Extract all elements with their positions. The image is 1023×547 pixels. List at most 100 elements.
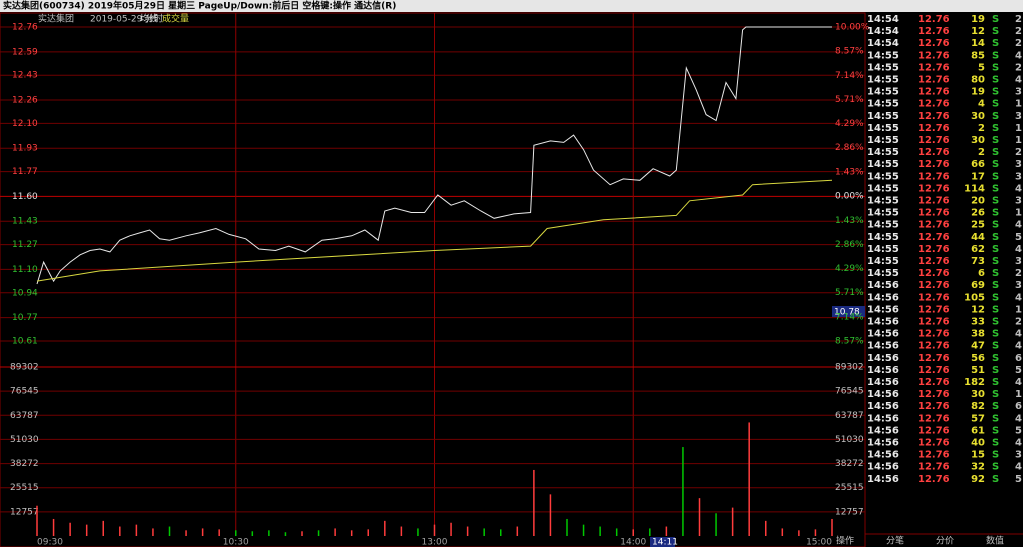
volume-bar xyxy=(831,518,833,536)
trade-cell: 14:56 xyxy=(867,304,899,315)
trade-cell: 14:55 xyxy=(867,147,899,158)
y-tick-label-right: 89302 xyxy=(835,363,864,373)
trade-cell: 4 xyxy=(1015,438,1022,449)
trade-cell: 12.76 xyxy=(918,111,950,122)
trade-cell: 51 xyxy=(971,365,985,376)
trade-cell: 4 xyxy=(1015,462,1022,473)
volume-bar xyxy=(516,526,519,536)
trade-cell: 14:55 xyxy=(867,159,899,170)
volume-bar xyxy=(731,507,734,536)
trade-cell: S xyxy=(992,171,999,182)
trade-cell: S xyxy=(992,304,999,315)
legend-avg: 均线 xyxy=(140,13,158,25)
legend-volume: 成交量 xyxy=(162,13,189,25)
trade-cell: 12.76 xyxy=(918,317,950,328)
tab[interactable]: 数值 xyxy=(986,535,1004,547)
volume-bar xyxy=(168,526,171,536)
trade-cell: 12.76 xyxy=(918,50,950,61)
volume-bar xyxy=(317,530,320,536)
y-tick-label: 12757 xyxy=(10,507,39,517)
volume-bar xyxy=(367,529,369,536)
x-tick-label: 15:00 xyxy=(806,538,832,547)
y-tick-label-right: 51030 xyxy=(835,435,864,445)
y-tick-label: 63787 xyxy=(10,411,39,421)
y2-tick-label: 10.00% xyxy=(835,23,870,33)
volume-bar xyxy=(185,530,187,536)
trade-cell: S xyxy=(992,232,999,243)
trade-cell: S xyxy=(992,268,999,279)
trade-cell: 12.76 xyxy=(918,304,950,315)
trade-cell: 2 xyxy=(1015,317,1022,328)
volume-bar xyxy=(599,526,601,536)
y-tick-label: 12.26 xyxy=(12,96,38,106)
trade-cell: S xyxy=(992,341,999,352)
trade-cell: 40 xyxy=(971,438,985,449)
trade-cell: 14:55 xyxy=(867,50,899,61)
trade-cell: 1 xyxy=(1015,135,1022,146)
trade-cell: 4 xyxy=(1015,220,1022,231)
trade-cell: 14:56 xyxy=(867,413,899,424)
volume-bar xyxy=(36,505,38,536)
title-bar xyxy=(0,0,1023,12)
tab[interactable]: 分价 xyxy=(936,536,954,547)
trade-cell: 3 xyxy=(1015,280,1022,291)
trade-cell: 14:56 xyxy=(867,329,899,340)
volume-bar xyxy=(284,532,287,536)
trade-cell: 4 xyxy=(1015,183,1022,194)
trade-cell: 14:56 xyxy=(867,389,899,400)
trade-cell: 12.76 xyxy=(918,62,950,73)
y-tick-label: 51030 xyxy=(10,435,39,445)
trade-cell: 12.76 xyxy=(918,75,950,86)
y2-tick-label: 7.14% xyxy=(835,312,864,322)
trade-cell: 2 xyxy=(1015,147,1022,158)
trade-cell: S xyxy=(992,377,999,388)
trade-cell: 2 xyxy=(1015,38,1022,49)
trade-cell: S xyxy=(992,474,999,485)
y2-tick-label: 8.57% xyxy=(835,47,864,57)
trade-cell: 5 xyxy=(1015,365,1022,376)
trade-cell: 12.76 xyxy=(918,135,950,146)
tab[interactable]: 分笔 xyxy=(886,535,904,547)
volume-bar xyxy=(615,528,618,536)
trade-cell: 4 xyxy=(1015,292,1022,303)
trade-cell: 12.76 xyxy=(918,413,950,424)
trade-cell: 14:55 xyxy=(867,87,899,98)
trade-cell: 14:55 xyxy=(867,244,899,255)
trade-cell: 82 xyxy=(971,401,985,412)
trade-cell: S xyxy=(992,62,999,73)
volume-bar xyxy=(400,526,403,536)
volume-bar xyxy=(433,524,436,536)
trade-cell: S xyxy=(992,244,999,255)
trade-cell: 85 xyxy=(971,50,985,61)
trade-cell: 14:56 xyxy=(867,425,899,436)
trade-cell: S xyxy=(992,99,999,110)
trade-cell: 14:55 xyxy=(867,135,899,146)
y-tick-label-right: 63787 xyxy=(835,411,864,421)
action-button[interactable]: 操作 xyxy=(836,535,854,547)
trade-cell: 14:55 xyxy=(867,75,899,86)
volume-bar xyxy=(632,529,634,536)
y-tick-label: 11.10 xyxy=(12,265,38,275)
trade-cell: 14:55 xyxy=(867,268,899,279)
trade-cell: 30 xyxy=(971,135,985,146)
trade-cell: S xyxy=(992,26,999,37)
trade-cell: 182 xyxy=(964,377,985,388)
trade-cell: 14:56 xyxy=(867,462,899,473)
trade-cell: 3 xyxy=(1015,171,1022,182)
trade-cell: S xyxy=(992,50,999,61)
trade-cell: 4 xyxy=(1015,341,1022,352)
volume-bar xyxy=(781,528,784,536)
trade-cell: 19 xyxy=(971,87,985,98)
trade-cell: 14:55 xyxy=(867,171,899,182)
trade-cell: S xyxy=(992,87,999,98)
trade-cell: 5 xyxy=(978,62,985,73)
volume-bar xyxy=(350,530,353,536)
trade-cell: 2 xyxy=(1015,26,1022,37)
y-tick-label: 12.76 xyxy=(12,23,38,33)
trade-cell: 12.76 xyxy=(918,389,950,400)
volume-bar xyxy=(649,528,651,536)
trade-cell: 38 xyxy=(971,329,985,340)
trade-cell: 4 xyxy=(1015,413,1022,424)
price-line xyxy=(36,26,832,285)
volume-bar xyxy=(483,528,485,536)
